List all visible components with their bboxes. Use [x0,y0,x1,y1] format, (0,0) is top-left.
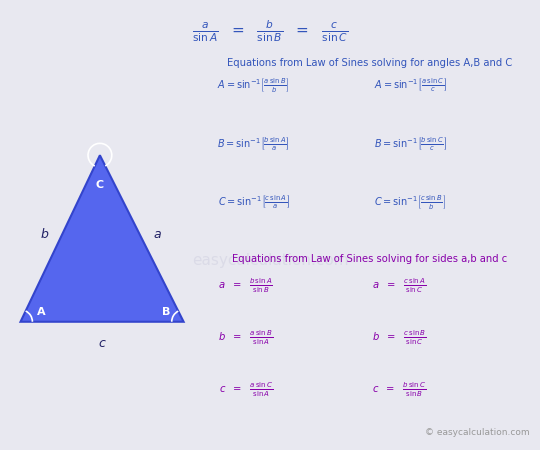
Text: a: a [153,228,161,240]
Text: easycalculation.com: easycalculation.com [192,253,348,269]
Text: A: A [37,307,45,317]
Text: B: B [162,307,171,317]
Text: C: C [96,180,104,190]
Text: $b\ \ =\ \ \frac{a\,\sin B}{\sin A}$: $b\ \ =\ \ \frac{a\,\sin B}{\sin A}$ [218,328,273,347]
Text: $c\ \ =\ \ \frac{b\,\sin C}{\sin B}$: $c\ \ =\ \ \frac{b\,\sin C}{\sin B}$ [373,380,427,399]
Text: Equations from Law of Sines solving for sides a,b and c: Equations from Law of Sines solving for … [232,254,508,264]
Text: Equations from Law of Sines solving for angles A,B and C: Equations from Law of Sines solving for … [227,58,512,68]
Text: $\frac{a}{\sin A}\ \ =\ \ \frac{b}{\sin B}\ \ =\ \ \frac{c}{\sin C}$: $\frac{a}{\sin A}\ \ =\ \ \frac{b}{\sin … [192,18,348,44]
Text: $B = \sin^{-1}\!\left[\frac{b\,\sin A}{a}\right]$: $B = \sin^{-1}\!\left[\frac{b\,\sin A}{a… [217,135,291,152]
Text: c: c [99,337,105,350]
Text: $a\ \ =\ \ \frac{b\,\sin A}{\sin B}$: $a\ \ =\ \ \frac{b\,\sin A}{\sin B}$ [218,277,273,295]
Text: $a\ \ =\ \ \frac{c\,\sin A}{\sin C}$: $a\ \ =\ \ \frac{c\,\sin A}{\sin C}$ [373,277,427,295]
Text: © easycalculation.com: © easycalculation.com [424,428,529,437]
Text: $b\ \ =\ \ \frac{c\,\sin B}{\sin C}$: $b\ \ =\ \ \frac{c\,\sin B}{\sin C}$ [372,328,427,347]
Text: $C = \sin^{-1}\!\left[\frac{c\,\sin B}{b}\right]$: $C = \sin^{-1}\!\left[\frac{c\,\sin B}{b… [374,194,447,212]
Text: $B = \sin^{-1}\!\left[\frac{b\,\sin C}{c}\right]$: $B = \sin^{-1}\!\left[\frac{b\,\sin C}{c… [374,135,447,152]
Text: $A = \sin^{-1}\!\left[\frac{a\,\sin B}{b}\right]$: $A = \sin^{-1}\!\left[\frac{a\,\sin B}{b… [217,76,291,95]
Text: $A = \sin^{-1}\!\left[\frac{a\,\sin C}{c}\right]$: $A = \sin^{-1}\!\left[\frac{a\,\sin C}{c… [374,76,447,94]
Text: b: b [40,228,48,240]
Text: $c\ \ =\ \ \frac{a\,\sin C}{\sin A}$: $c\ \ =\ \ \frac{a\,\sin C}{\sin A}$ [219,380,273,399]
Text: $C = \sin^{-1}\!\left[\frac{c\,\sin A}{a}\right]$: $C = \sin^{-1}\!\left[\frac{c\,\sin A}{a… [218,194,290,211]
